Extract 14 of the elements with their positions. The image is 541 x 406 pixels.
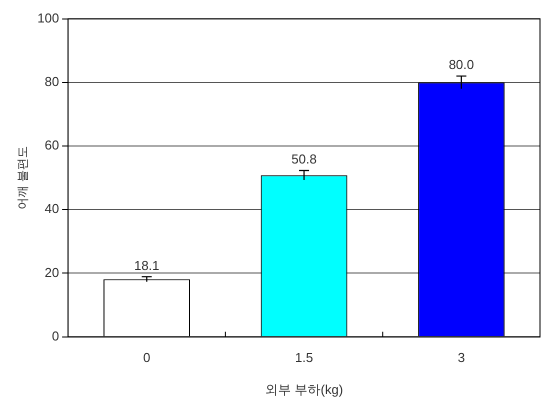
data-label: 80.0 <box>448 57 474 72</box>
y-tick-label: 100 <box>37 10 60 26</box>
x-axis-title: 외부 부하(kg) <box>265 382 344 397</box>
x-tick-label: 1.5 <box>295 350 314 366</box>
x-tick-label: 3 <box>458 350 465 366</box>
y-tick-label: 80 <box>44 74 60 89</box>
x-tick-label: 0 <box>143 350 150 366</box>
y-tick-label: 40 <box>44 201 60 216</box>
y-tick-label: 20 <box>44 264 60 280</box>
y-tick-label: 0 <box>52 328 60 344</box>
y-axis-title: 어깨 불편도 <box>16 146 30 210</box>
data-label: 18.1 <box>134 258 160 273</box>
y-tick-label: 60 <box>44 138 60 153</box>
data-label: 50.8 <box>291 152 317 167</box>
